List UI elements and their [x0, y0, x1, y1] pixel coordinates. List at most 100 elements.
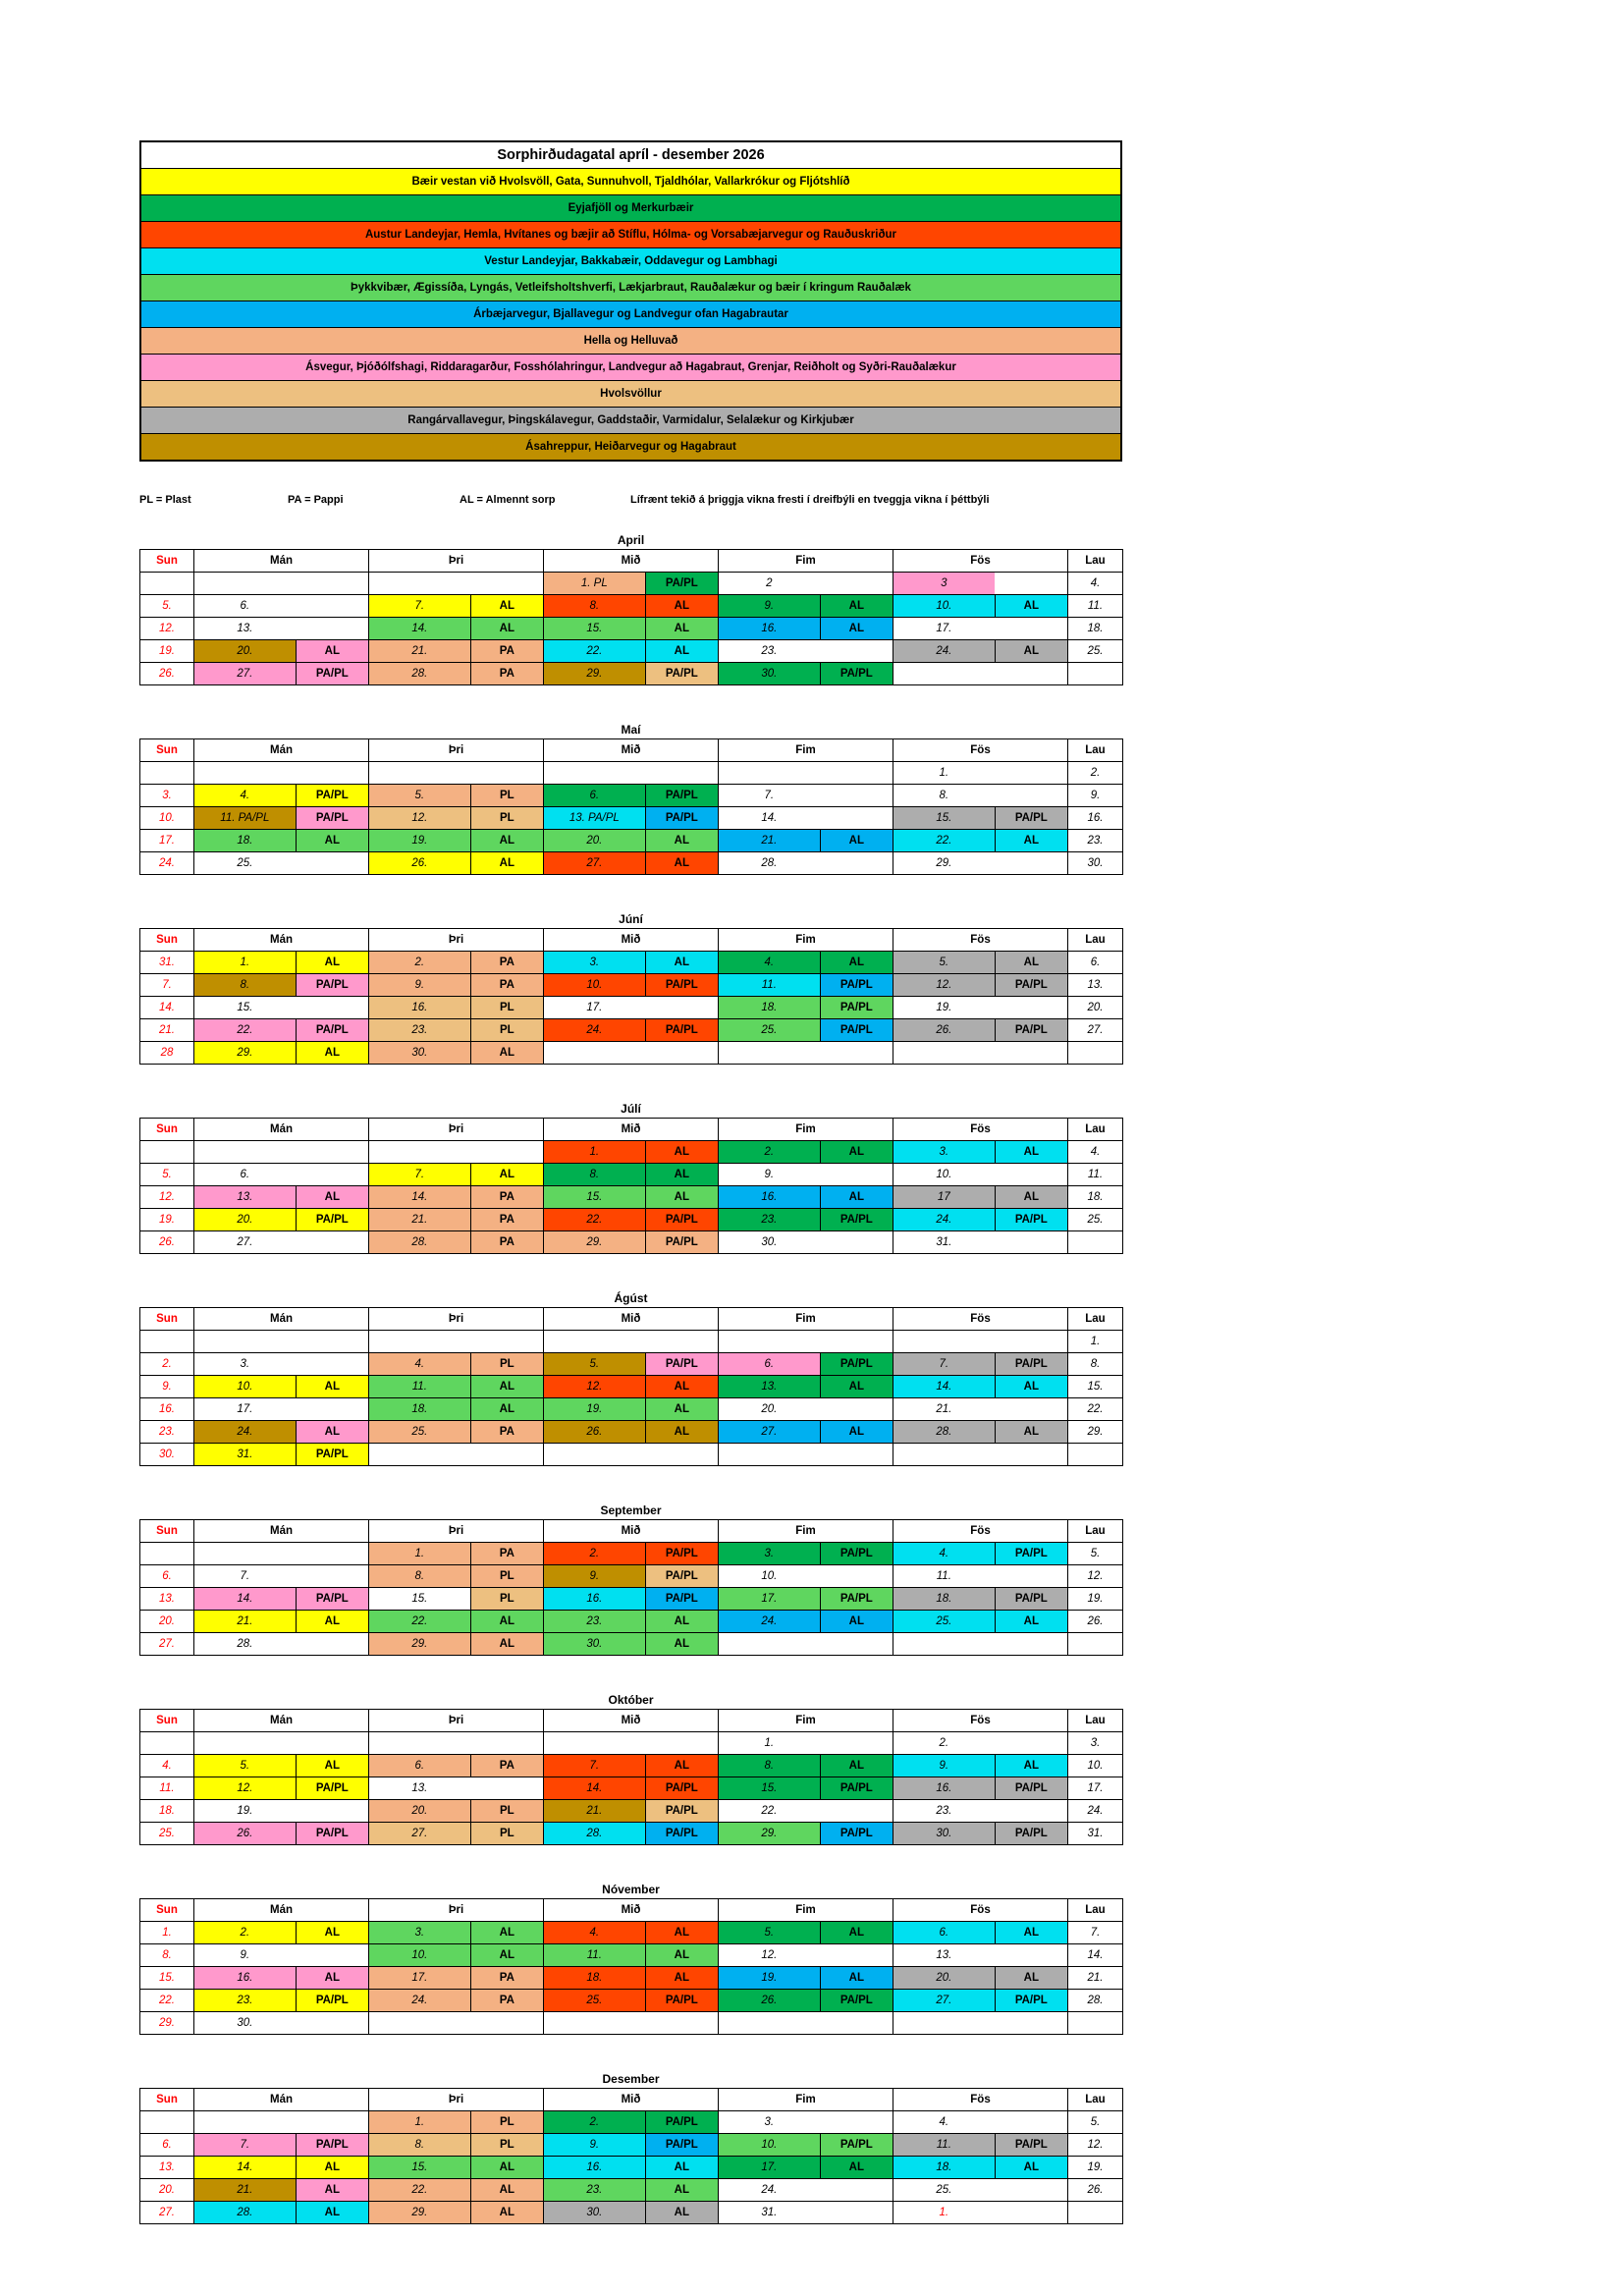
- collection-label: AL: [994, 830, 1067, 851]
- week-row: 5. 6. 7. AL 8. AL 9. AL 10. AL 11.: [139, 594, 1123, 618]
- date-text: 14.: [369, 618, 470, 639]
- collection-label: [470, 1445, 543, 1465]
- day-cell: 11. PA/PL PA/PL: [193, 806, 369, 830]
- day-header-fim: Fim: [718, 549, 893, 573]
- date-text: 14.: [369, 1186, 470, 1208]
- week-row: 4. 5. AL 6. PA 7. AL 8. AL 9. AL 10.: [139, 1754, 1123, 1777]
- day-cell: 25.: [193, 851, 369, 875]
- day-cell: [718, 2011, 893, 2035]
- day-cell: 4. PA/PL: [893, 1542, 1068, 1565]
- collection-label: AL: [644, 595, 718, 617]
- date-text: 30.: [761, 1236, 778, 1248]
- legend-box: Sorphirðudagatal apríl - desember 2026 B…: [139, 140, 1122, 462]
- date-text: 28.: [194, 2202, 296, 2223]
- collection-label: AL: [644, 1398, 718, 1420]
- date-text: 15.: [544, 618, 645, 639]
- day-cell: 19.: [193, 1799, 369, 1823]
- date-text: 29.: [194, 1042, 296, 1064]
- date-text: 9.: [369, 974, 470, 996]
- date-text: 22.: [544, 640, 645, 662]
- day-cell: 12. AL: [543, 1375, 719, 1398]
- day-header-lau: Lau: [1067, 1519, 1123, 1543]
- day-cell: [1067, 1632, 1123, 1656]
- day-cell: 5.: [139, 1163, 194, 1186]
- collection-label: [470, 763, 543, 784]
- day-cell: 29. AL: [368, 1632, 544, 1656]
- month-title: Október: [608, 1693, 654, 1707]
- date-text: 6.: [719, 1353, 820, 1375]
- day-cell: [893, 1330, 1068, 1353]
- month-table: Sun Mán Þri Mið Fim Fös Lau 31. 1. AL 2. PA 3. AL 4. AL…: [139, 928, 1123, 1065]
- day-cell: 9.: [718, 1163, 893, 1186]
- date-text: 30.: [369, 1042, 470, 1064]
- day-cell: 15.: [139, 1966, 194, 1990]
- day-cell: 3.: [1067, 1731, 1123, 1755]
- collection-label: PA/PL: [994, 1543, 1067, 1564]
- date-text: 28.: [369, 1231, 470, 1253]
- date-text: 13.: [237, 623, 253, 634]
- day-header-mán: Mán: [193, 1307, 369, 1331]
- date-text: [894, 1634, 995, 1655]
- collection-label: PA/PL: [819, 1823, 893, 1844]
- collection-label: AL: [819, 1967, 893, 1989]
- day-cell: 3.: [139, 784, 194, 807]
- day-cell: 21.: [139, 1018, 194, 1042]
- collection-label: [995, 664, 1067, 684]
- day-cell: 13.: [193, 617, 369, 640]
- collection-label: PA/PL: [295, 974, 368, 996]
- day-cell: 17. PA/PL: [718, 1587, 893, 1611]
- collection-label: [645, 998, 718, 1018]
- day-cell: 17.: [543, 996, 719, 1019]
- date-text: 25.: [893, 1611, 995, 1632]
- date-text: 18.: [893, 2157, 995, 2178]
- day-cell: 8. PL: [368, 2133, 544, 2157]
- day-cell: [893, 1632, 1068, 1656]
- collection-label: AL: [295, 1611, 368, 1632]
- collection-label: [296, 1945, 368, 1966]
- day-cell: 14.: [718, 806, 893, 830]
- collection-label: PA/PL: [295, 1209, 368, 1230]
- day-cell: [193, 1330, 369, 1353]
- collection-label: [820, 1043, 893, 1064]
- collection-label: AL: [644, 852, 718, 874]
- day-cell: 4. AL: [718, 951, 893, 974]
- day-header-mið: Mið: [543, 1709, 719, 1732]
- day-header-fim: Fim: [718, 1709, 893, 1732]
- date-text: 25.: [719, 1019, 820, 1041]
- collection-label: PA: [469, 663, 543, 684]
- collection-label: AL: [819, 1922, 893, 1943]
- collection-label: [995, 786, 1067, 806]
- collection-label: AL: [295, 1922, 368, 1943]
- legend-area-6: Árbæjarvegur, Bjallavegur og Landvegur o…: [141, 301, 1120, 327]
- day-header-mán: Mán: [193, 1118, 369, 1141]
- legend-area-8: Ásvegur, Þjóðólfshagi, Riddaragarður, Fo…: [141, 354, 1120, 380]
- collection-label: [820, 2180, 893, 2201]
- legend-area-3: Austur Landeyjar, Hemla, Hvítanes og bæj…: [141, 221, 1120, 247]
- collection-label: [995, 853, 1067, 874]
- collection-label: PA/PL: [295, 2134, 368, 2156]
- collection-label: AL: [295, 1186, 368, 1208]
- date-text: 22.: [544, 1209, 645, 1230]
- abbreviation-key: PL = Plast PA = Pappi AL = Almennt sorp …: [139, 494, 1122, 506]
- day-cell: 21. PA/PL: [543, 1799, 719, 1823]
- collection-label: AL: [469, 1376, 543, 1397]
- day-cell: 25. PA: [368, 1420, 544, 1444]
- collection-label: PA/PL: [819, 1019, 893, 1041]
- day-cell: 22. AL: [368, 1610, 544, 1633]
- day-cell: 18. PA/PL: [893, 1587, 1068, 1611]
- collection-label: AL: [469, 830, 543, 851]
- day-cell: 14. AL: [368, 617, 544, 640]
- day-cell: 16.: [1067, 806, 1123, 830]
- date-text: 11.: [719, 974, 820, 996]
- date-text: 24.: [893, 640, 995, 662]
- day-cell: 4.: [1067, 1140, 1123, 1164]
- collection-label: AL: [644, 1944, 718, 1966]
- date-text: 7.: [893, 1353, 995, 1375]
- week-row: 1. AL 2. AL 3. AL 4.: [139, 1140, 1123, 1164]
- day-header-þri: Þri: [368, 1519, 544, 1543]
- day-cell: 27. PA/PL: [193, 662, 369, 685]
- day-cell: [139, 1330, 194, 1353]
- date-text: 16.: [893, 1777, 995, 1799]
- day-cell: 21. AL: [193, 1610, 369, 1633]
- date-text: [370, 1332, 470, 1352]
